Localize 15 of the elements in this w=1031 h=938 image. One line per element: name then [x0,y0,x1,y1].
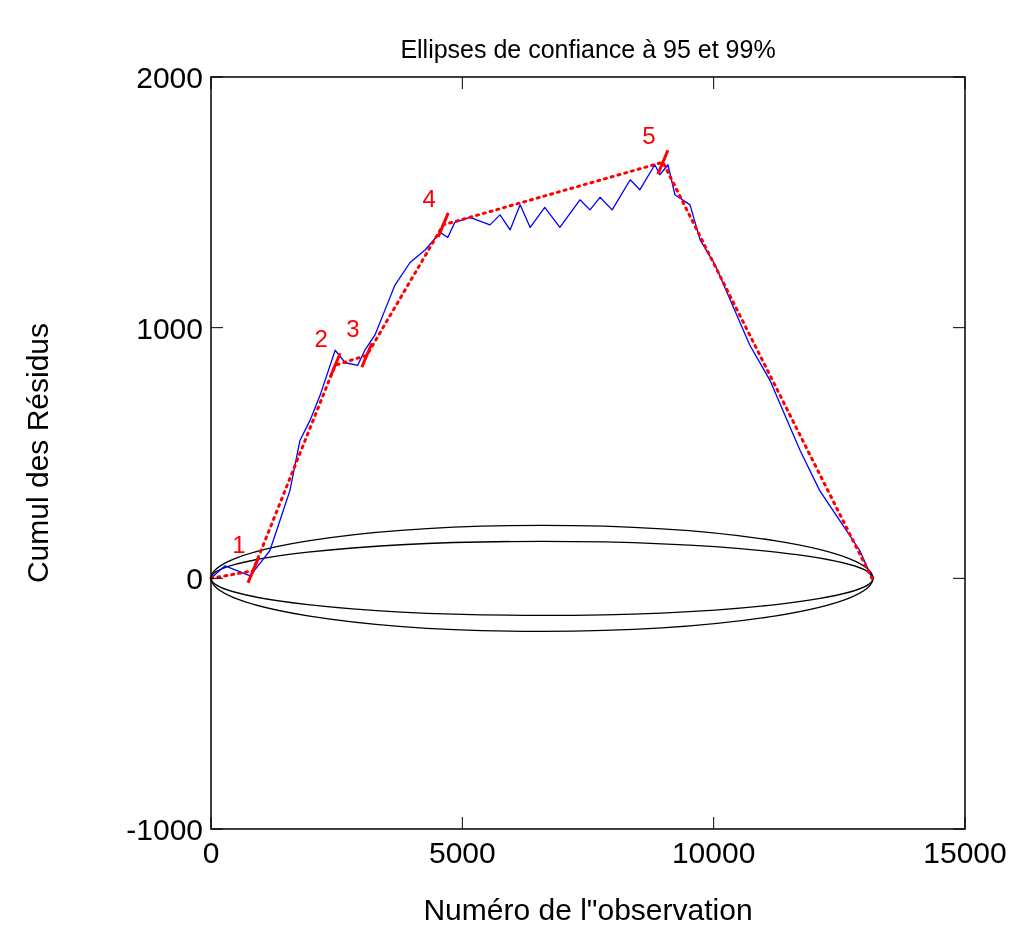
x-tick-label: 10000 [671,836,756,869]
annotation: 5 [642,122,656,150]
x-axis-title: Numéro de l"observation [423,893,753,926]
x-tick-label: 5000 [428,836,496,869]
annotation: 1 [232,530,246,558]
y-tick-label: -1000 [126,813,203,846]
y-tick-label: 0 [186,562,203,596]
x-tick-label: 15000 [923,836,1007,869]
y-tick-label: 2000 [136,61,203,94]
annotation: 2 [314,325,328,353]
y-axis-title: Cumul des Résidus [21,322,54,584]
chart-title: Ellipses de confiance à 95 et 99% [400,35,776,63]
annotation: 4 [422,184,436,212]
y-tick-label: 1000 [136,311,203,345]
annotation: 3 [346,315,360,343]
